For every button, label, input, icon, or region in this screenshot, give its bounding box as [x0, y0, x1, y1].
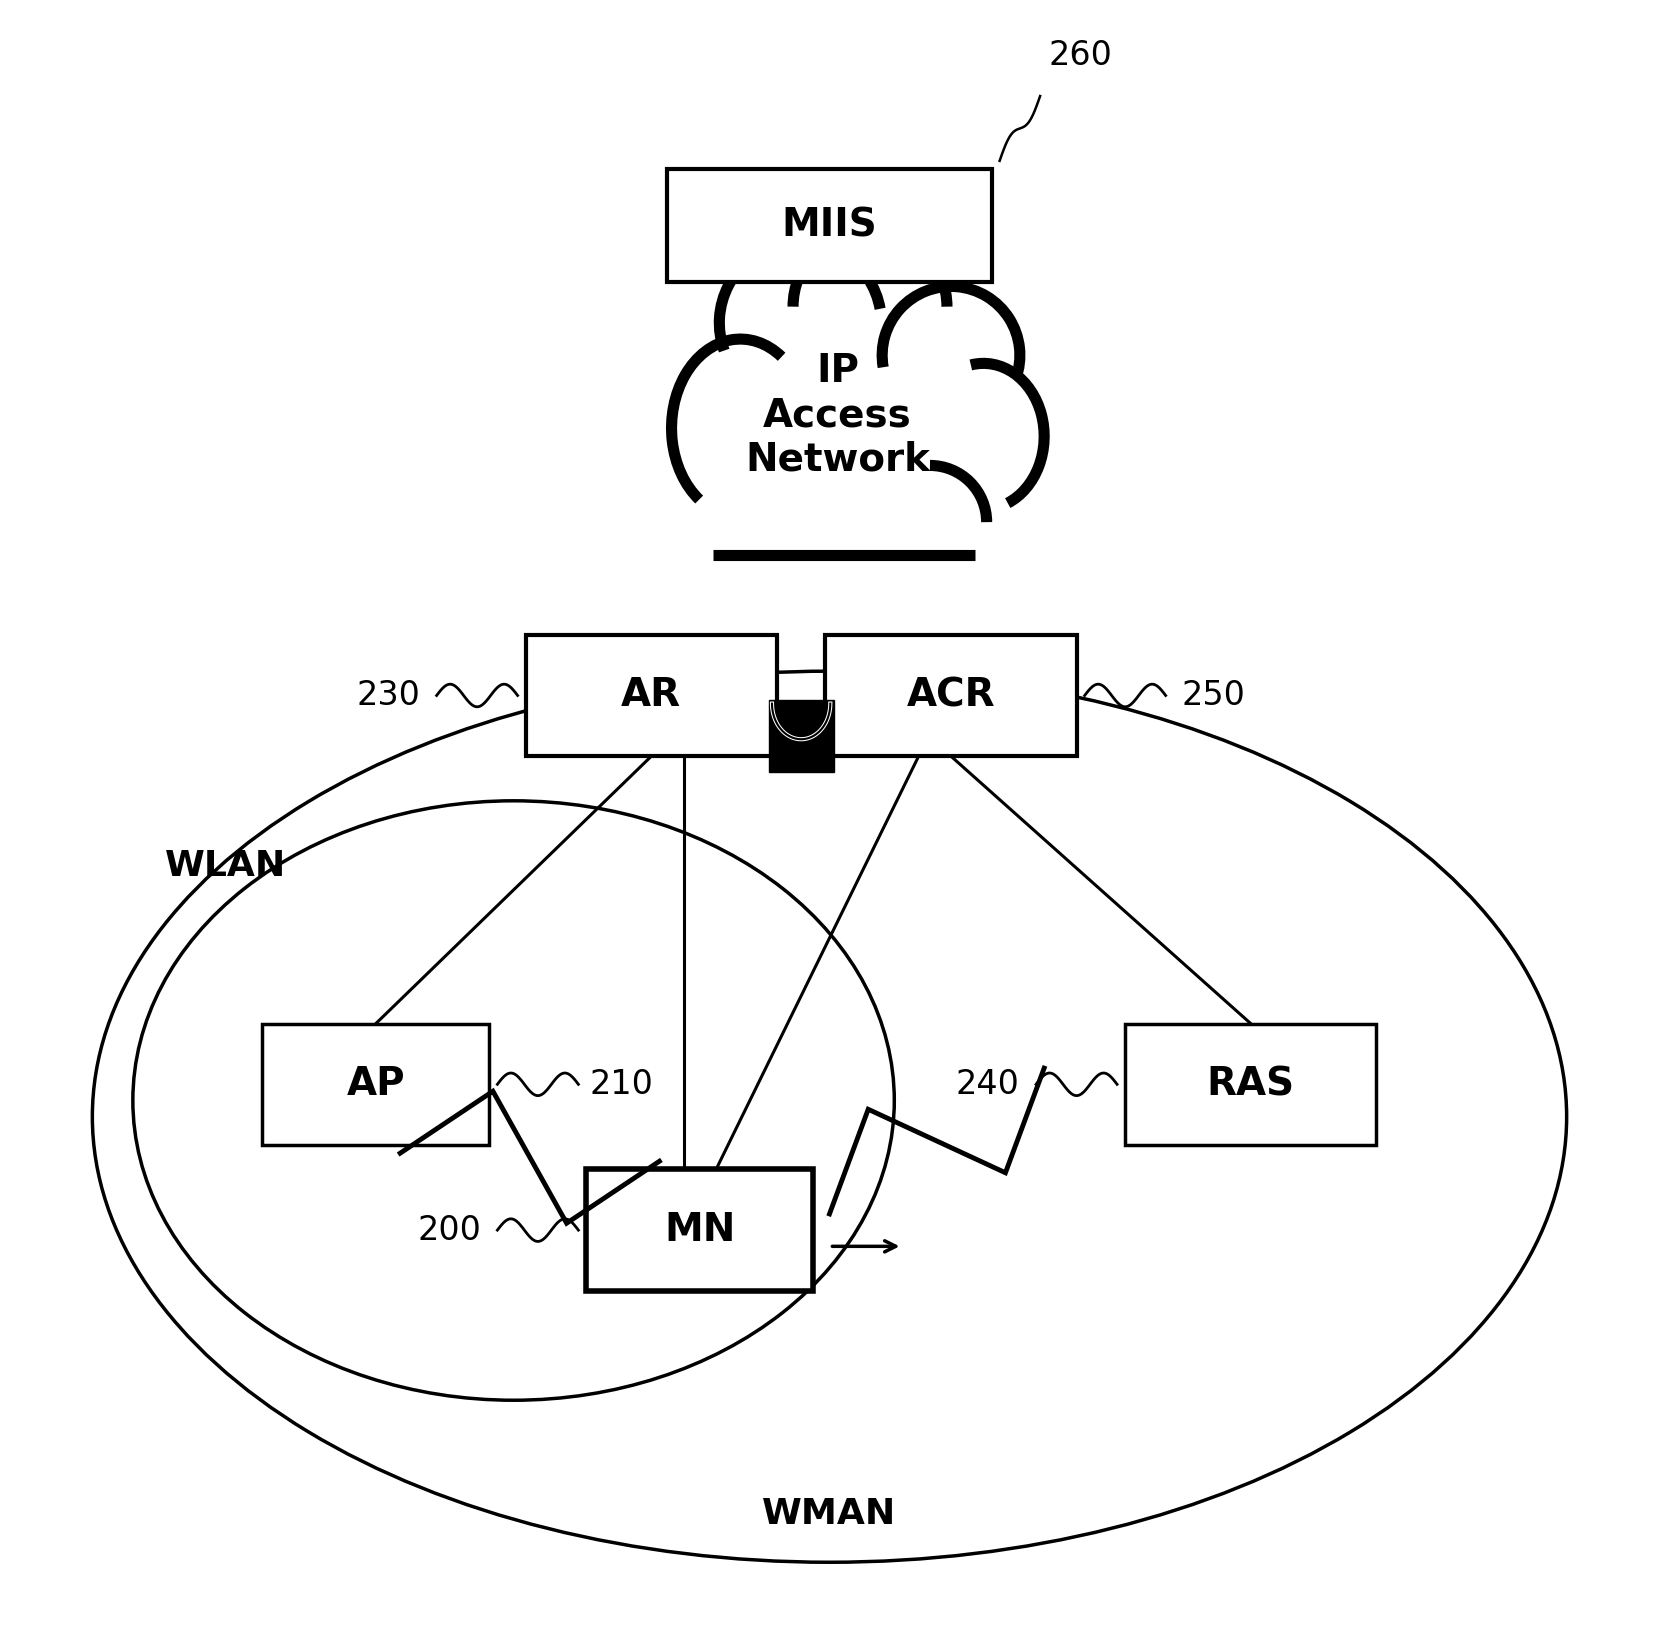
Text: 250: 250 — [1181, 680, 1246, 712]
Text: AR: AR — [620, 676, 682, 714]
Text: 210: 210 — [589, 1067, 654, 1101]
Polygon shape — [659, 217, 1048, 554]
Text: 260: 260 — [1048, 39, 1112, 72]
Text: MIIS: MIIS — [781, 206, 878, 245]
Text: AP: AP — [347, 1065, 405, 1103]
FancyBboxPatch shape — [768, 699, 833, 773]
Text: MN: MN — [664, 1211, 735, 1248]
FancyBboxPatch shape — [1125, 1023, 1377, 1145]
Text: WLAN: WLAN — [166, 848, 287, 882]
FancyBboxPatch shape — [826, 634, 1077, 757]
FancyBboxPatch shape — [526, 634, 776, 757]
FancyBboxPatch shape — [667, 168, 992, 283]
Text: RAS: RAS — [1206, 1065, 1294, 1103]
Text: 200: 200 — [418, 1214, 481, 1247]
Text: 240: 240 — [956, 1067, 1020, 1101]
Text: IP
Access
Network: IP Access Network — [745, 353, 931, 479]
Text: ACR: ACR — [907, 676, 995, 714]
Text: 230: 230 — [357, 680, 420, 712]
FancyBboxPatch shape — [587, 1170, 813, 1291]
FancyBboxPatch shape — [262, 1023, 489, 1145]
Text: WMAN: WMAN — [763, 1497, 896, 1531]
